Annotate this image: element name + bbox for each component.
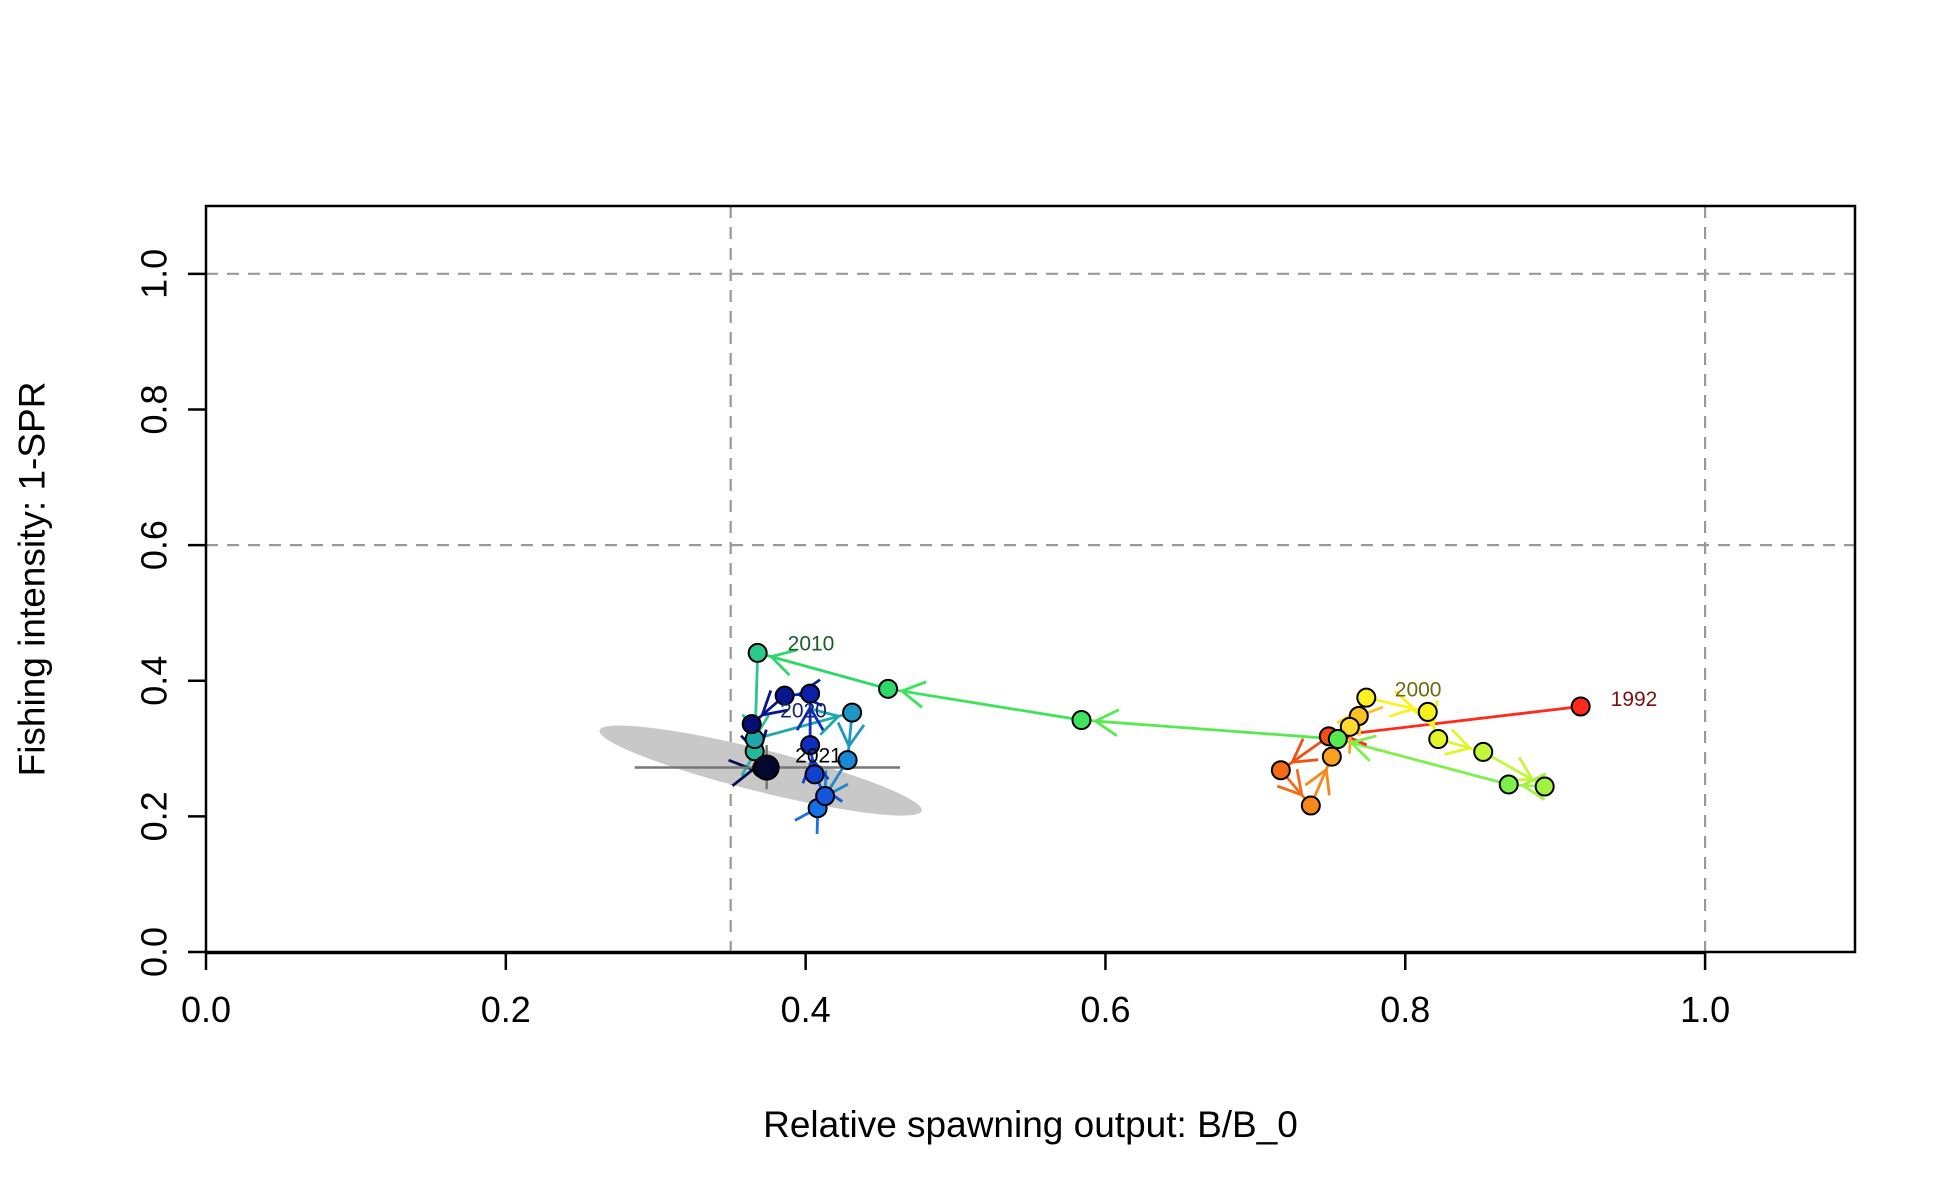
point-1994 [1270,760,1291,781]
y-axis-title: Fishing intensity: 1-SPR [12,382,53,777]
x-tick-label: 0.4 [781,989,831,1030]
point-1998 [1339,716,1360,737]
x-axis-title: Relative spawning output: B/B_0 [763,1104,1298,1145]
point-2002 [1473,741,1494,762]
y-tick-label: 0.6 [134,520,175,570]
point-2017 [800,683,821,704]
trajectory-segment [1365,696,1429,714]
trajectory-arrow [899,680,927,709]
point-2021 [753,754,780,781]
trajectory-points [741,642,1591,819]
trajectory-arrow [813,708,842,736]
axes: 0.0 0.2 0.4 0.6 0.8 1.0 0.0 0.2 0.4 0.6 0.8 1.0 [134,249,1731,1030]
x-tick-label: 0.6 [1080,989,1130,1030]
point-1999 [1356,687,1377,708]
point-1992 [1570,696,1591,717]
year-label-2020: 2020 [780,700,827,723]
trajectory-arrow [1388,689,1417,718]
y-tick-label: 0.2 [134,791,175,841]
x-tick-label: 0.0 [181,989,231,1030]
trajectory-arrow [1276,769,1304,797]
year-label-1992: 1992 [1611,688,1658,711]
reference-lines [206,206,1855,952]
point-2000 [1417,701,1438,722]
point-1996 [1321,746,1342,767]
year-label-2021: 2021 [795,744,842,767]
point-2006 [1071,710,1092,731]
trajectory-arrow [1348,734,1377,762]
point-2005 [1327,729,1348,750]
point-1995 [1300,795,1321,816]
trajectory-arrow [795,704,825,731]
point-2016 [800,735,821,756]
x-tick-label: 0.2 [481,989,531,1030]
trajectory-arrow [1289,737,1319,764]
point-2003 [1534,776,1555,797]
x-tick-label: 1.0 [1680,989,1730,1030]
x-tick-label: 0.8 [1380,989,1430,1030]
y-tick-label: 0.8 [134,384,175,434]
point-2008 [747,642,768,663]
y-tick-label: 0.0 [134,927,175,977]
point-2011 [842,702,863,723]
trajectory-arrow [1092,708,1120,737]
trajectory-segment [887,687,1082,722]
point-2007 [878,678,899,699]
trajectory-segment [1328,705,1581,738]
y-tick-label: 0.4 [134,656,175,706]
trajectory-arrow [1444,728,1473,756]
point-2014 [815,786,836,807]
trajectory-segment [1081,718,1338,741]
trajectory-arrow [836,721,866,749]
year-label-2000: 2000 [1395,679,1442,702]
point-2018 [774,685,795,706]
plot-frame [204,204,1857,954]
trajectory-arrow [760,689,789,717]
point-2019 [741,714,762,735]
point-2004 [1498,774,1519,795]
point-2001 [1428,729,1449,750]
trajectory-segment [1337,737,1510,786]
year-labels: 2010 2000 1992 2020 2021 [780,632,1657,767]
point-2015 [804,764,825,785]
trajectory-arrow [1519,772,1547,801]
point-2012 [837,750,858,771]
trajectory-arrow [1304,766,1331,796]
trajectory-segment [754,711,853,741]
trajectory-arrow [768,648,797,677]
y-tick-label: 1.0 [134,249,175,299]
year-label-2010: 2010 [788,632,835,655]
trajectory-segment [757,651,889,691]
